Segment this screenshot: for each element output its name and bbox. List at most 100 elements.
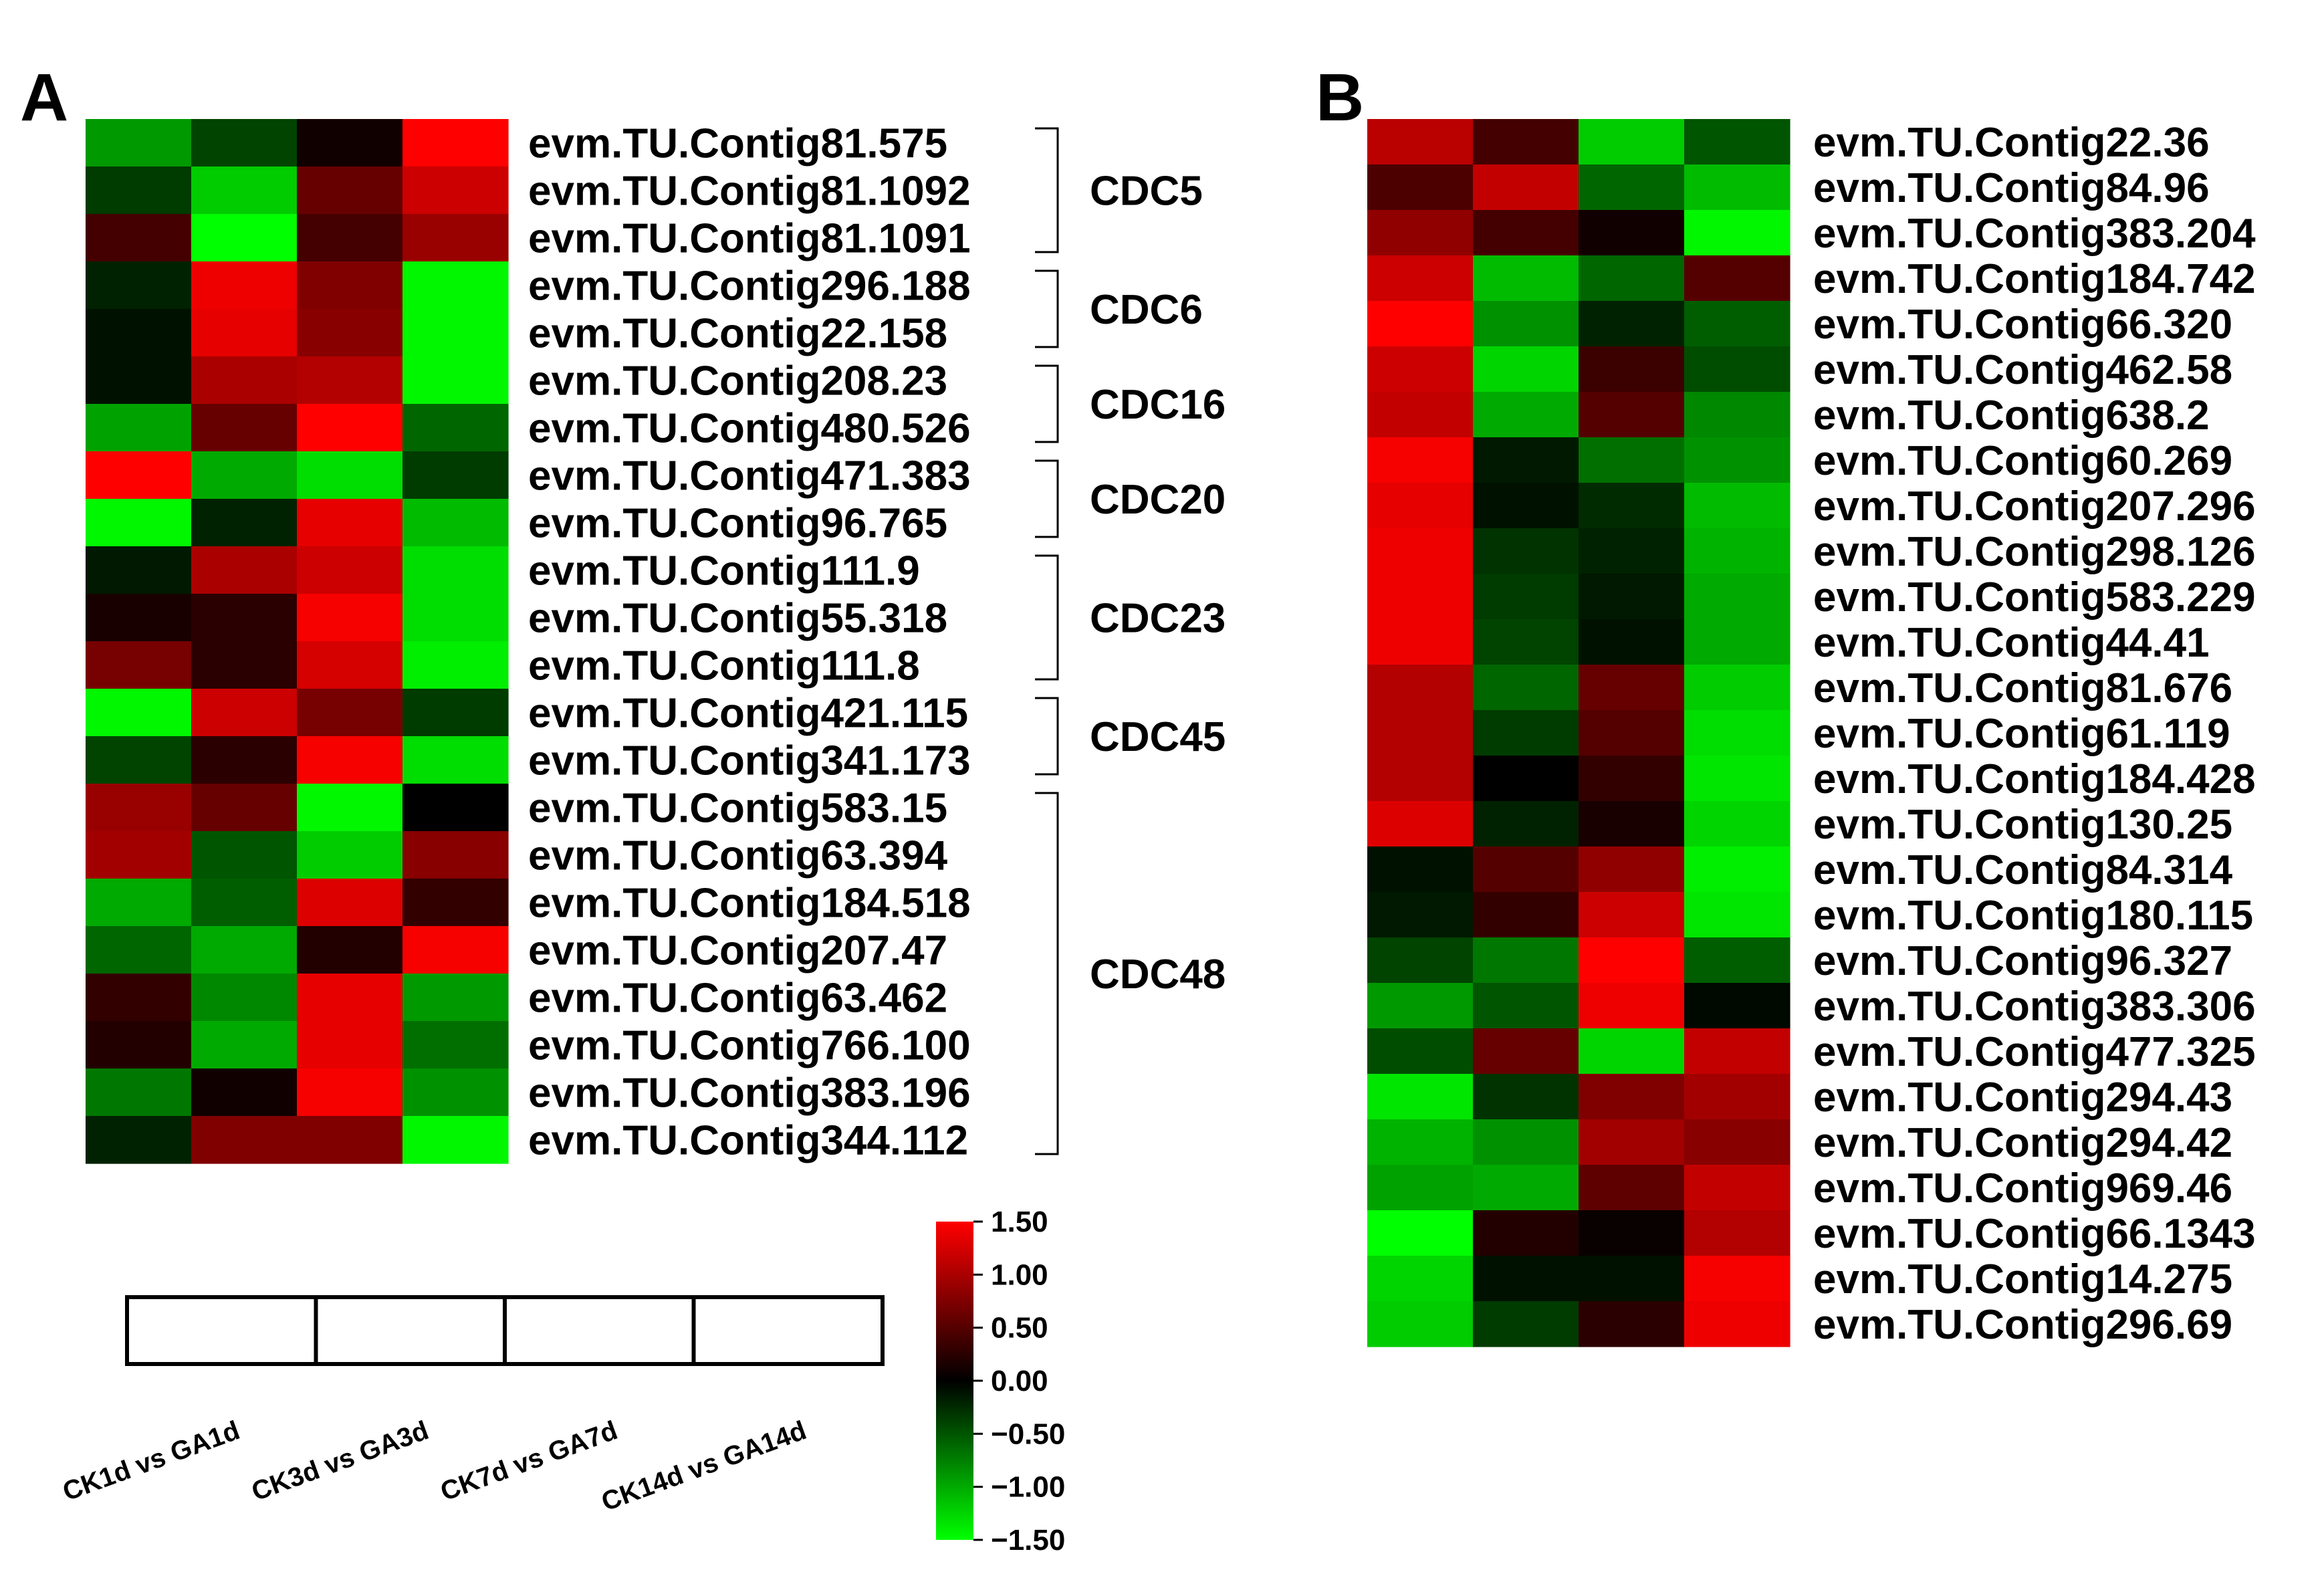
- gene-label: evm.TU.Contig81.1091: [528, 216, 971, 262]
- gene-label: evm.TU.Contig130.25: [1813, 802, 2232, 848]
- heat-cell: [1367, 164, 1474, 211]
- heat-cell: [1473, 892, 1579, 938]
- heat-cell: [297, 119, 403, 167]
- heat-cell: [1579, 164, 1685, 211]
- heat-cell: [86, 879, 192, 927]
- group-bracket: [1035, 269, 1059, 348]
- gene-label: evm.TU.Contig61.119: [1813, 711, 2230, 757]
- heat-cell: [402, 261, 509, 310]
- heat-cell: [1684, 1210, 1790, 1256]
- heat-cell: [1367, 528, 1474, 574]
- column-legend: CK1d vs GA1d CK3d vs GA3d CK7d vs GA7dCK14…: [59, 1295, 885, 1517]
- heat-cell: [191, 879, 298, 927]
- gene-label: evm.TU.Contig60.269: [1813, 438, 2232, 484]
- gene-label: evm.TU.Contig111.9: [528, 548, 920, 594]
- group-bracket: [1035, 697, 1059, 776]
- gene-label: evm.TU.Contig22.158: [528, 311, 947, 357]
- heat-cell: [191, 831, 298, 879]
- heat-cell: [1473, 119, 1579, 165]
- gene-label: evm.TU.Contig81.575: [528, 121, 947, 167]
- gene-label: evm.TU.Contig383.204: [1813, 211, 2256, 257]
- heat-cell: [191, 119, 298, 167]
- gene-label: evm.TU.Contig66.320: [1813, 302, 2232, 348]
- heat-cell: [1684, 619, 1790, 665]
- heat-cell: [1579, 574, 1685, 620]
- heat-cell: [86, 736, 192, 784]
- heat-cell: [402, 499, 509, 547]
- heat-cell: [1367, 119, 1474, 165]
- heat-cell: [1579, 1119, 1685, 1165]
- colorbar-gradient: [936, 1222, 973, 1540]
- heat-cell: [191, 736, 298, 784]
- heat-cell: [1473, 756, 1579, 802]
- group-bracket: [1035, 459, 1059, 538]
- heat-cell: [297, 546, 403, 594]
- heat-cell: [297, 641, 403, 689]
- gene-label: evm.TU.Contig44.41: [1813, 620, 2210, 666]
- column-label: CK3d vs GA3d: [248, 1415, 433, 1506]
- group-bracket: [1035, 364, 1059, 443]
- heat-cell: [191, 404, 298, 452]
- group-label: CDC45: [1090, 714, 1226, 760]
- gene-label: evm.TU.Contig296.188: [528, 263, 971, 310]
- heat-cell: [1579, 1165, 1685, 1211]
- heat-cell: [1473, 392, 1579, 438]
- gene-label: evm.TU.Contig180.115: [1813, 893, 2253, 939]
- group-bracket: [1035, 127, 1059, 253]
- heat-cell: [1684, 1165, 1790, 1211]
- heat-cell: [191, 1021, 298, 1069]
- group-bracket: [1035, 554, 1059, 681]
- heat-cell: [1684, 1256, 1790, 1302]
- heat-cell: [1684, 164, 1790, 211]
- heat-cell: [1684, 574, 1790, 620]
- heat-cell: [1684, 756, 1790, 802]
- heat-cell: [1579, 119, 1685, 165]
- heat-cell: [1367, 801, 1474, 847]
- heat-cell: [402, 309, 509, 357]
- heat-cell: [402, 451, 509, 499]
- heat-cell: [1684, 301, 1790, 347]
- column-label: CK14d vs GA14d: [598, 1415, 810, 1517]
- heat-cell: [1473, 1165, 1579, 1211]
- heat-cell: [191, 1116, 298, 1164]
- heat-cell: [1367, 846, 1474, 893]
- heat-cell: [191, 499, 298, 547]
- heat-cell: [1684, 710, 1790, 756]
- heat-cell: [1473, 528, 1579, 574]
- gene-label: evm.TU.Contig462.58: [1813, 347, 2232, 393]
- heat-cell: [1367, 1301, 1474, 1347]
- heat-cell: [1473, 1301, 1579, 1347]
- group-bracket: [1035, 792, 1059, 1155]
- heat-cell: [1684, 1028, 1790, 1074]
- group-label: CDC20: [1090, 477, 1226, 523]
- heat-cell: [86, 451, 192, 499]
- heat-cell: [297, 309, 403, 357]
- heat-cell: [1367, 437, 1474, 483]
- heat-cell: [402, 879, 509, 927]
- heat-cell: [1473, 1256, 1579, 1302]
- heat-cell: [1579, 301, 1685, 347]
- heat-cell: [1473, 346, 1579, 392]
- heat-cell: [1367, 1028, 1474, 1074]
- heat-cell: [1579, 210, 1685, 256]
- heat-cell: [1473, 1119, 1579, 1165]
- heat-cell: [402, 166, 509, 215]
- heat-cell: [1473, 1210, 1579, 1256]
- heat-cell: [1367, 210, 1474, 256]
- heat-cell: [1579, 1301, 1685, 1347]
- heat-cell: [1473, 937, 1579, 984]
- heat-cell: [191, 1068, 298, 1117]
- gene-label: evm.TU.Contig207.47: [528, 928, 947, 974]
- heat-cell: [86, 594, 192, 642]
- colorbar-tick-label: 0.00: [991, 1365, 1048, 1397]
- heat-cell: [86, 214, 192, 262]
- gene-label: evm.TU.Contig81.676: [1813, 665, 2232, 711]
- heat-cell: [1684, 1119, 1790, 1165]
- group-label: CDC6: [1090, 287, 1203, 333]
- gene-label: evm.TU.Contig208.23: [528, 358, 947, 405]
- heat-cell: [297, 451, 403, 499]
- heat-cell: [86, 784, 192, 832]
- heat-cell: [191, 641, 298, 689]
- heat-cell: [86, 974, 192, 1022]
- heat-cell: [297, 974, 403, 1022]
